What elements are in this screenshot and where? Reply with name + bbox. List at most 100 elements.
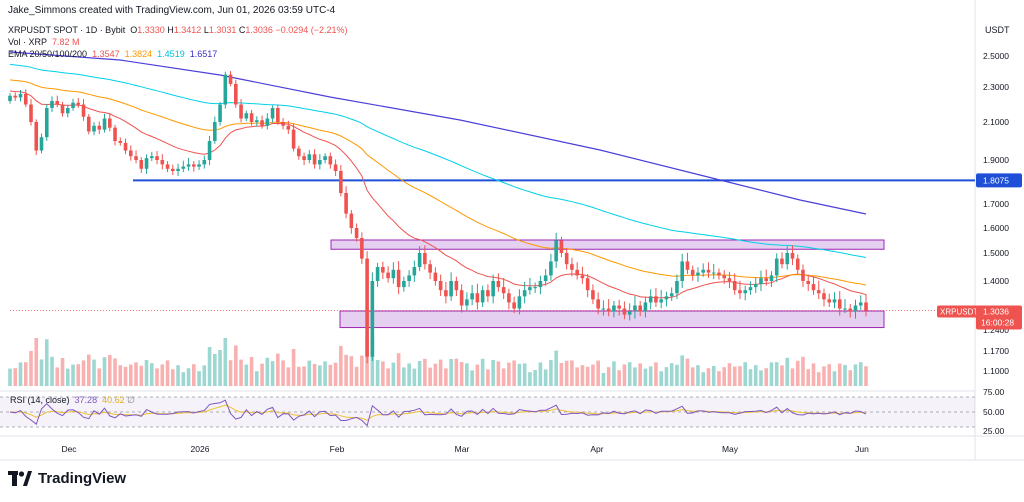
candle-body	[554, 240, 558, 262]
candle-body	[255, 120, 259, 122]
candle-body	[139, 160, 144, 169]
volume-bar	[34, 338, 39, 386]
volume-bar	[176, 365, 180, 386]
tradingview-logo-text: TradingView	[38, 470, 127, 487]
candle-body	[764, 278, 769, 281]
volume-bar	[181, 372, 186, 386]
rsi-ma-value: 40.62	[102, 395, 125, 405]
volume-bar	[433, 363, 438, 386]
volume-bar	[55, 367, 60, 386]
volume-bar	[186, 368, 191, 386]
volume-bar	[244, 364, 249, 386]
candle-body	[270, 108, 275, 119]
candle-body	[333, 164, 338, 171]
candle-body	[170, 168, 175, 171]
last-price-badge	[976, 305, 1022, 330]
volume-bar	[134, 362, 138, 386]
volume-bar	[606, 367, 611, 386]
volume-bar	[444, 368, 448, 386]
volume-bar	[239, 359, 243, 386]
candle-body	[265, 118, 270, 126]
volume-bar	[722, 367, 727, 386]
volume-bar	[732, 366, 737, 386]
volume-bar	[102, 357, 107, 386]
candle-body	[244, 113, 249, 119]
candle-body	[680, 261, 684, 281]
volume-bar	[696, 365, 700, 386]
candle-body	[538, 281, 543, 288]
volume-bar	[86, 354, 91, 386]
volume-bar	[260, 363, 264, 386]
candle-body	[107, 118, 112, 128]
ema100-line	[9, 63, 867, 258]
candle-body	[654, 296, 658, 303]
candle-body	[29, 104, 33, 122]
volume-bar	[381, 361, 385, 386]
candle-body	[323, 156, 327, 160]
volume-bar	[107, 355, 112, 386]
volume-bar	[249, 357, 254, 386]
candle-body	[480, 290, 485, 303]
volume-bar	[8, 368, 12, 386]
volume-bar	[795, 360, 800, 386]
volume-bar	[65, 368, 70, 386]
candle-body	[727, 278, 732, 281]
candle-body	[570, 264, 574, 270]
volume-bar	[669, 363, 674, 386]
volume-bar	[575, 367, 579, 386]
candle-body	[811, 284, 816, 291]
candle-body	[71, 102, 75, 108]
volume-bar	[711, 366, 716, 386]
candle-body	[44, 108, 49, 138]
volume-bar	[360, 355, 364, 386]
candle-body	[386, 272, 390, 279]
candle-body	[759, 278, 763, 285]
tradingview-logo[interactable]: TradingView	[8, 470, 126, 487]
candle-body	[444, 290, 448, 297]
candle-body	[496, 281, 501, 288]
rsi-settings-icon[interactable]: ∅	[127, 395, 135, 405]
price-tick-label: 1.7000	[983, 199, 1009, 209]
candle-body	[213, 122, 217, 141]
last-symbol-badge	[937, 305, 983, 318]
candle-body	[501, 287, 506, 294]
volume-bar	[543, 369, 548, 386]
candle-body	[218, 104, 222, 122]
volume-bar	[44, 339, 49, 386]
currency-label: USDT	[985, 25, 1010, 35]
volume-bar	[202, 365, 207, 386]
volume-bar	[449, 359, 453, 386]
ema-legend: EMA 20/50/100/200 1.3547 1.3824 1.4519 1…	[8, 49, 218, 59]
volume-bar	[149, 363, 154, 386]
rsi-value: 37.28	[74, 395, 98, 405]
candle-body	[559, 240, 564, 253]
candle-body	[396, 269, 401, 288]
price-tick-label: 2.3000	[983, 82, 1009, 92]
price-tick-label: 1.6000	[983, 223, 1009, 233]
ema50-line	[9, 79, 867, 286]
range-zone-1	[330, 239, 885, 250]
candle-body	[512, 302, 516, 309]
candle-body	[837, 299, 842, 309]
candle-body	[60, 104, 65, 114]
volume-bar	[486, 369, 490, 386]
volume-bar	[459, 362, 464, 386]
candle-body	[622, 308, 627, 315]
volume-bar	[412, 368, 417, 386]
candle-body	[522, 290, 527, 297]
candle-body	[186, 164, 191, 167]
volume-bar	[827, 364, 832, 386]
volume-bar	[549, 360, 553, 386]
volume-bar	[748, 369, 753, 386]
volume-bar	[617, 370, 621, 386]
volume-bar	[596, 360, 600, 386]
volume-bar	[23, 362, 28, 386]
candle-body	[533, 287, 537, 289]
volume-bar	[281, 360, 285, 386]
volume-bar	[349, 356, 354, 386]
high-value: 1.3412	[173, 25, 202, 35]
candle-body	[780, 258, 784, 265]
volume-bar	[759, 370, 763, 386]
support-price-label: 1.8075	[983, 175, 1009, 185]
